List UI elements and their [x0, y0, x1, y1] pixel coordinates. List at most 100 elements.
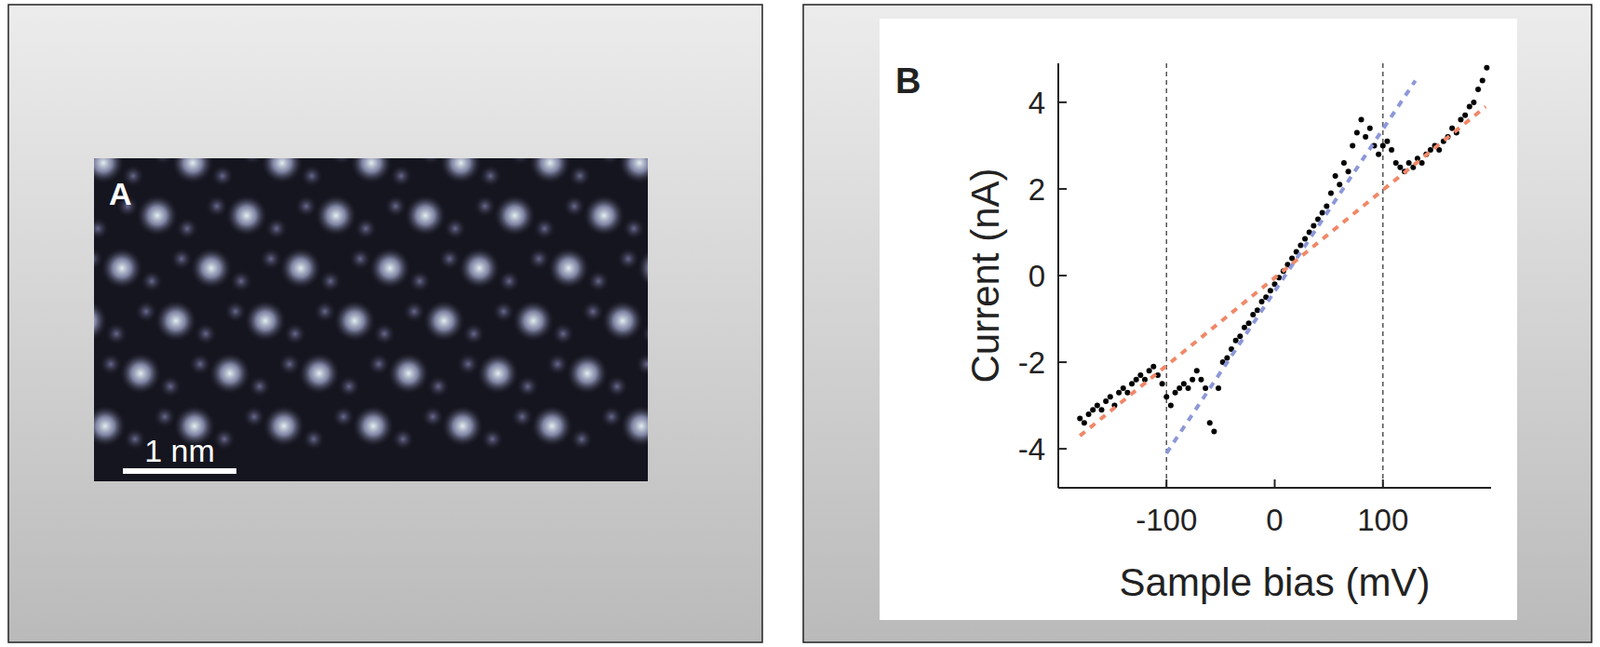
lattice-atom [442, 405, 484, 447]
lattice-atom [190, 247, 232, 289]
data-point [1341, 160, 1347, 166]
panel-b-frame [803, 4, 1592, 643]
data-point [1133, 376, 1140, 383]
stm-image [94, 158, 648, 482]
lattice-atom [423, 300, 465, 342]
lattice-site [510, 405, 534, 429]
lattice-atom [618, 158, 648, 184]
data-point [1427, 147, 1434, 153]
figure: A1 nmB-4-2024-1000100Sample bias (mV)Cur… [0, 0, 1600, 647]
lattice-atom [602, 300, 644, 342]
y-tick-label: 0 [1028, 258, 1046, 294]
data-point [1137, 372, 1143, 378]
y-tick [1058, 188, 1067, 190]
lattice-site [211, 164, 234, 188]
data-point [1419, 160, 1426, 166]
data-point [1150, 363, 1157, 370]
data-point [1176, 385, 1183, 391]
data-point [1462, 112, 1468, 119]
data-point [1336, 181, 1343, 188]
lattice-site [229, 269, 253, 293]
lattice-site [105, 322, 128, 346]
lattice-site [403, 300, 426, 323]
data-point [1358, 116, 1365, 122]
lattice-site [153, 405, 176, 429]
scale-bar [122, 468, 237, 474]
lattice-site [568, 164, 592, 188]
lattice-site [443, 217, 467, 241]
lattice-site [533, 217, 556, 241]
data-point [1146, 367, 1153, 374]
lattice-site [457, 352, 480, 376]
data-point [1159, 380, 1166, 387]
lattice-atom [350, 158, 392, 184]
data-point [1099, 406, 1105, 413]
lattice-site [635, 352, 648, 376]
lattice-site [265, 217, 288, 241]
data-point [1124, 389, 1130, 396]
data-point [1115, 389, 1122, 396]
data-point [1349, 142, 1356, 148]
data-point [1086, 411, 1092, 417]
lattice-site [94, 217, 109, 241]
data-point [1483, 65, 1490, 71]
lattice-site [278, 352, 301, 376]
lattice-site [354, 217, 377, 241]
lattice-atom [120, 352, 162, 394]
data-point [1094, 403, 1101, 409]
data-point [1345, 168, 1352, 175]
lattice-site [151, 158, 175, 165]
lattice-site [332, 405, 355, 429]
data-point [1202, 385, 1209, 391]
data-point [1479, 78, 1486, 84]
x-tick-label: 0 [1265, 502, 1283, 538]
data-point [1470, 99, 1477, 106]
lattice-site [509, 158, 532, 165]
lattice-atom [298, 352, 340, 394]
lattice-atom [263, 405, 305, 447]
lattice-site [300, 164, 323, 188]
y-tick [1058, 361, 1067, 364]
data-point [1189, 376, 1196, 383]
lattice-site [283, 322, 307, 346]
lattice-site [598, 158, 621, 165]
lattice-site [389, 164, 413, 188]
lattice-site [330, 158, 353, 165]
lattice-site [224, 300, 247, 323]
data-point [1250, 311, 1256, 318]
lattice-atom [94, 300, 108, 342]
lattice-atom [136, 195, 178, 237]
lattice-site [617, 247, 640, 270]
plot-area [1076, 63, 1490, 488]
data-point [1197, 376, 1204, 383]
data-point [1354, 129, 1360, 135]
data-point [1172, 389, 1179, 396]
stm-background [94, 158, 648, 482]
lattice-atom [101, 247, 143, 289]
lattice-atom [583, 195, 625, 237]
lattice-site [319, 269, 342, 293]
data-point [1194, 367, 1200, 374]
y-tick-label: 2 [1028, 172, 1046, 207]
lattice-site [259, 247, 283, 270]
lattice-site [563, 195, 586, 218]
data-point [1310, 222, 1317, 229]
data-point [1246, 320, 1252, 326]
lattice-site [367, 352, 390, 376]
lattice-site [527, 247, 551, 270]
y-axis-title: Current (nA) [963, 167, 1008, 383]
panel-label: A [108, 175, 133, 212]
lattice-atom [548, 247, 590, 289]
data-point [1259, 298, 1265, 305]
lattice-site [241, 158, 264, 165]
data-point [1233, 337, 1239, 344]
panel-a-frame [8, 4, 763, 643]
lattice-atom [172, 158, 214, 184]
data-point [1081, 419, 1088, 426]
x-axis-title: Sample bias (mV) [1119, 560, 1431, 605]
data-point [1210, 429, 1217, 435]
lattice-site [384, 195, 407, 218]
lattice-atom [529, 158, 571, 184]
lattice-atom [369, 247, 411, 289]
data-point [1328, 190, 1334, 197]
